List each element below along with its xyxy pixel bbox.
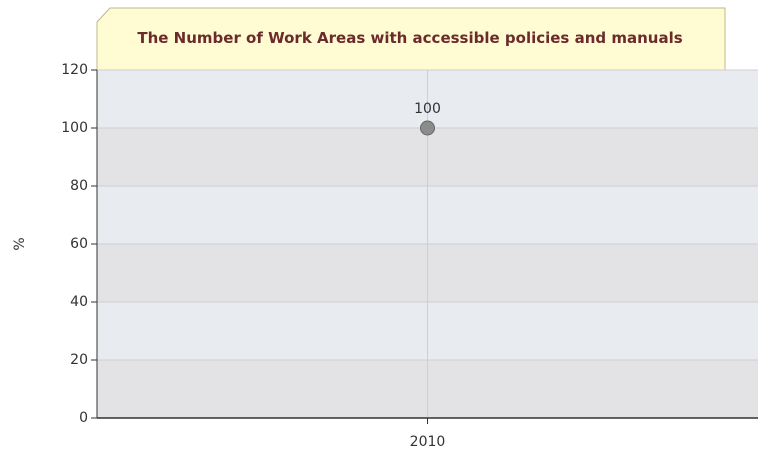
y-tick-label: 40	[70, 294, 88, 310]
x-tick-label: 2010	[410, 434, 446, 450]
y-tick-label: 100	[61, 120, 88, 136]
chart-title: The Number of Work Areas with accessible…	[137, 29, 683, 47]
y-tick-label: 60	[70, 236, 88, 252]
data-label: 100	[414, 101, 441, 117]
y-tick-label: 0	[79, 410, 88, 426]
y-tick-label: 120	[61, 62, 88, 78]
y-tick-label: 80	[70, 178, 88, 194]
y-tick-label: 20	[70, 352, 88, 368]
data-point	[420, 120, 435, 136]
y-axis-label: %	[12, 237, 28, 250]
